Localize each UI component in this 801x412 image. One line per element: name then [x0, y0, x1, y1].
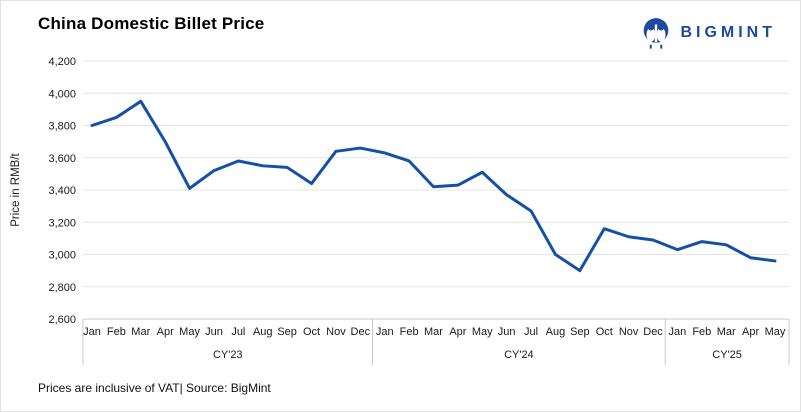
- y-axis-title: Price in RMB/t: [10, 152, 22, 226]
- price-series-line: [90, 99, 777, 273]
- year-label: CY'24: [504, 349, 534, 361]
- y-tick-label: 4,200: [48, 56, 76, 68]
- x-tick-label: Jan: [669, 326, 687, 338]
- page-title: China Domestic Billet Price: [38, 14, 265, 33]
- x-tick-label: Mar: [717, 326, 736, 338]
- x-tick-label: Apr: [449, 326, 466, 338]
- bigmint-logo: BIGMINT: [639, 16, 776, 50]
- x-tick-label: Oct: [596, 326, 613, 338]
- x-tick-label: May: [472, 326, 493, 338]
- bigmint-people-icon: [639, 16, 673, 50]
- x-tick-label: Feb: [107, 326, 126, 338]
- y-tick-label: 2,600: [48, 314, 76, 326]
- x-tick-label: May: [179, 326, 200, 338]
- x-tick-label: Apr: [742, 326, 759, 338]
- source-note: Prices are inclusive of VAT| Source: Big…: [38, 381, 271, 395]
- x-tick-label: Aug: [546, 326, 566, 338]
- x-tick-label: Dec: [643, 326, 663, 338]
- y-tick-label: 3,400: [48, 185, 76, 197]
- bigmint-logo-text: BIGMINT: [680, 24, 776, 41]
- x-tick-label: Jul: [524, 326, 538, 338]
- y-tick-label: 3,200: [48, 217, 76, 229]
- x-tick-label: Mar: [424, 326, 443, 338]
- x-tick-label: May: [765, 326, 786, 338]
- x-tick-label: Sep: [570, 326, 590, 338]
- y-tick-label: 4,000: [48, 88, 76, 100]
- y-tick-label: 2,800: [48, 282, 76, 294]
- x-tick-label: Oct: [303, 326, 320, 338]
- x-tick-label: Jul: [231, 326, 245, 338]
- x-tick-label: Jan: [376, 326, 394, 338]
- x-tick-label: Jun: [205, 326, 223, 338]
- x-tick-label: Feb: [400, 326, 419, 338]
- year-label: CY'25: [712, 349, 742, 361]
- x-tick-label: Feb: [692, 326, 711, 338]
- x-tick-label: Nov: [619, 326, 639, 338]
- y-tick-label: 3,800: [48, 121, 76, 133]
- x-tick-label: Aug: [253, 326, 273, 338]
- year-label: CY'23: [213, 349, 243, 361]
- x-tick-label: Nov: [326, 326, 346, 338]
- x-tick-label: Jun: [498, 326, 516, 338]
- y-tick-label: 3,000: [48, 250, 76, 262]
- y-tick-label: 3,600: [48, 153, 76, 165]
- x-tick-label: Sep: [277, 326, 297, 338]
- x-tick-label: Mar: [131, 326, 150, 338]
- x-tick-label: Apr: [157, 326, 174, 338]
- x-tick-label: Dec: [351, 326, 371, 338]
- x-tick-label: Jan: [83, 326, 101, 338]
